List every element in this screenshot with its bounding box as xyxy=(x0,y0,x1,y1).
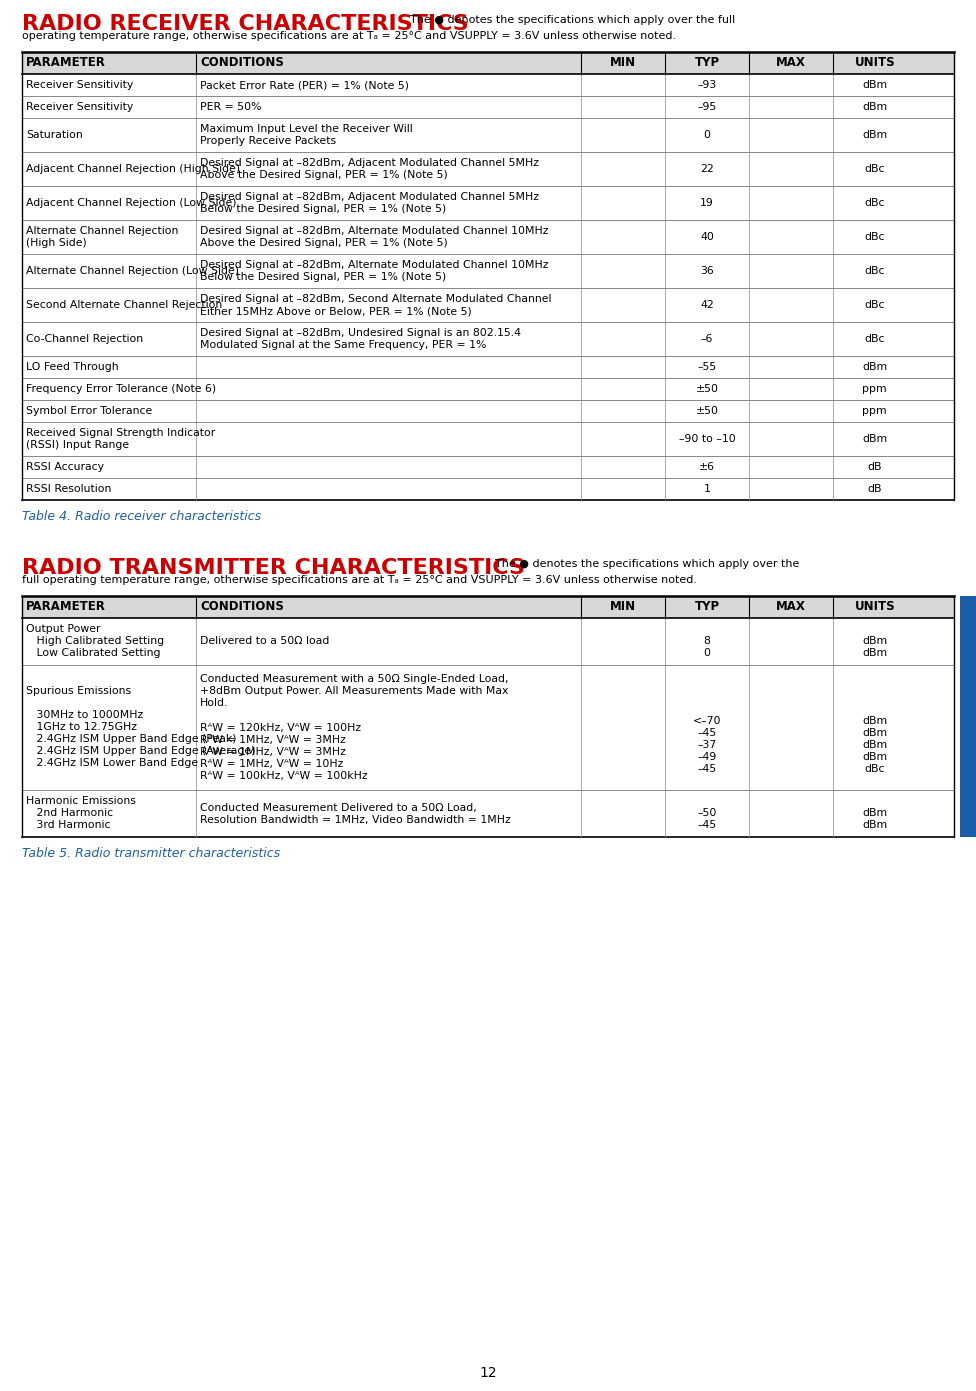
Text: Packet Error Rate (PER) = 1% (Note 5): Packet Error Rate (PER) = 1% (Note 5) xyxy=(200,81,409,90)
Text: 36: 36 xyxy=(700,266,713,275)
Text: Delivered to a 50Ω load: Delivered to a 50Ω load xyxy=(200,637,330,647)
Text: Saturation: Saturation xyxy=(26,129,83,140)
Text: <–70
–45
–37
–49
–45: <–70 –45 –37 –49 –45 xyxy=(693,680,721,775)
Bar xyxy=(22,595,954,618)
Text: operating temperature range, otherwise specifications are at Tₐ = 25°C and VSUPP: operating temperature range, otherwise s… xyxy=(22,31,676,40)
Text: The ● denotes the specifications which apply over the: The ● denotes the specifications which a… xyxy=(495,559,799,569)
Text: –6: –6 xyxy=(701,334,713,344)
Text: MAX: MAX xyxy=(776,601,806,613)
Text: MIN: MIN xyxy=(610,601,636,613)
Text: dBm: dBm xyxy=(862,102,887,113)
Text: ppm: ppm xyxy=(863,406,887,416)
Text: Conducted Measurement with a 50Ω Single-Ended Load,
+8dBm Output Power. All Meas: Conducted Measurement with a 50Ω Single-… xyxy=(200,675,508,780)
Text: full operating temperature range, otherwise specifications are at Tₐ = 25°C and : full operating temperature range, otherw… xyxy=(22,574,697,586)
Text: UNITS: UNITS xyxy=(854,57,895,70)
Text: MAX: MAX xyxy=(776,57,806,70)
Text: –50
–45: –50 –45 xyxy=(697,797,716,830)
Text: dB: dB xyxy=(868,484,882,494)
Text: 19: 19 xyxy=(700,198,713,209)
Text: Co-Channel Rejection: Co-Channel Rejection xyxy=(26,334,143,344)
Text: The ● denotes the specifications which apply over the full: The ● denotes the specifications which a… xyxy=(410,15,735,25)
Text: ±50: ±50 xyxy=(696,406,718,416)
Text: Symbol Error Tolerance: Symbol Error Tolerance xyxy=(26,406,152,416)
Text: dBc: dBc xyxy=(865,232,885,242)
Text: Adjacent Channel Rejection (Low Side): Adjacent Channel Rejection (Low Side) xyxy=(26,198,236,209)
Text: Desired Signal at –82dBm, Alternate Modulated Channel 10MHz
Below the Desired Si: Desired Signal at –82dBm, Alternate Modu… xyxy=(200,260,549,282)
Text: LO Feed Through: LO Feed Through xyxy=(26,362,119,371)
Text: PARAMETER: PARAMETER xyxy=(26,601,105,613)
Text: RSSI Accuracy: RSSI Accuracy xyxy=(26,462,104,472)
Text: CONDITIONS: CONDITIONS xyxy=(200,601,284,613)
Text: dBc: dBc xyxy=(865,198,885,209)
Text: ±6: ±6 xyxy=(699,462,715,472)
Text: Desired Signal at –82dBm, Adjacent Modulated Channel 5MHz
Below the Desired Sign: Desired Signal at –82dBm, Adjacent Modul… xyxy=(200,192,540,214)
Text: 22: 22 xyxy=(700,164,713,174)
Text: Second Alternate Channel Rejection: Second Alternate Channel Rejection xyxy=(26,300,223,310)
Text: Harmonic Emissions
   2nd Harmonic
   3rd Harmonic: Harmonic Emissions 2nd Harmonic 3rd Harm… xyxy=(26,797,136,830)
Text: 12: 12 xyxy=(479,1366,497,1380)
Text: dBc: dBc xyxy=(865,266,885,275)
Text: dBm
dBm: dBm dBm xyxy=(862,625,887,658)
Text: dBc: dBc xyxy=(865,164,885,174)
Text: –95: –95 xyxy=(698,102,716,113)
Text: Receiver Sensitivity: Receiver Sensitivity xyxy=(26,81,134,90)
Text: CONDITIONS: CONDITIONS xyxy=(200,57,284,70)
Text: dBm: dBm xyxy=(862,81,887,90)
Text: Maximum Input Level the Receiver Will
Properly Receive Packets: Maximum Input Level the Receiver Will Pr… xyxy=(200,124,413,146)
Text: Alternate Channel Rejection
(High Side): Alternate Channel Rejection (High Side) xyxy=(26,225,179,248)
Text: Desired Signal at –82dBm, Second Alternate Modulated Channel
Either 15MHz Above : Desired Signal at –82dBm, Second Alterna… xyxy=(200,294,551,316)
Text: PARAMETER: PARAMETER xyxy=(26,57,105,70)
Text: dBm
dBm: dBm dBm xyxy=(862,797,887,830)
Text: Desired Signal at –82dBm, Adjacent Modulated Channel 5MHz
Above the Desired Sign: Desired Signal at –82dBm, Adjacent Modul… xyxy=(200,159,540,179)
Text: dBc: dBc xyxy=(865,300,885,310)
Text: Table 4. Radio receiver characteristics: Table 4. Radio receiver characteristics xyxy=(22,510,262,523)
Text: Spurious Emissions

   30MHz to 1000MHz
   1GHz to 12.75GHz
   2.4GHz ISM Upper : Spurious Emissions 30MHz to 1000MHz 1GHz… xyxy=(26,687,256,768)
Text: TYP: TYP xyxy=(695,601,719,613)
Text: Output Power
   High Calibrated Setting
   Low Calibrated Setting: Output Power High Calibrated Setting Low… xyxy=(26,625,164,658)
Text: RADIO RECEIVER CHARACTERISTICS: RADIO RECEIVER CHARACTERISTICS xyxy=(22,14,468,33)
Text: Desired Signal at –82dBm, Alternate Modulated Channel 10MHz
Above the Desired Si: Desired Signal at –82dBm, Alternate Modu… xyxy=(200,225,549,248)
Text: Conducted Measurement Delivered to a 50Ω Load,
Resolution Bandwidth = 1MHz, Vide: Conducted Measurement Delivered to a 50Ω… xyxy=(200,803,511,825)
Bar xyxy=(960,595,976,837)
Text: RSSI Resolution: RSSI Resolution xyxy=(26,484,111,494)
Text: –55: –55 xyxy=(698,362,716,371)
Text: dBc: dBc xyxy=(865,334,885,344)
Text: 42: 42 xyxy=(700,300,713,310)
Text: dBm: dBm xyxy=(862,362,887,371)
Text: –90 to –10: –90 to –10 xyxy=(678,434,735,444)
Text: dBm: dBm xyxy=(862,434,887,444)
Text: Adjacent Channel Rejection (High Side): Adjacent Channel Rejection (High Side) xyxy=(26,164,240,174)
Text: –93: –93 xyxy=(698,81,716,90)
Text: TYP: TYP xyxy=(695,57,719,70)
Text: PER = 50%: PER = 50% xyxy=(200,102,262,113)
Text: 8
0: 8 0 xyxy=(704,625,711,658)
Text: Received Signal Strength Indicator
(RSSI) Input Range: Received Signal Strength Indicator (RSSI… xyxy=(26,428,216,451)
Text: MIN: MIN xyxy=(610,57,636,70)
Text: RADIO TRANSMITTER CHARACTERISTICS: RADIO TRANSMITTER CHARACTERISTICS xyxy=(22,558,525,579)
Text: ±50: ±50 xyxy=(696,384,718,394)
Text: dB: dB xyxy=(868,462,882,472)
Text: UNITS: UNITS xyxy=(854,601,895,613)
Bar xyxy=(22,51,954,74)
Text: 0: 0 xyxy=(704,129,711,140)
Text: Alternate Channel Rejection (Low Side): Alternate Channel Rejection (Low Side) xyxy=(26,266,239,275)
Text: ppm: ppm xyxy=(863,384,887,394)
Text: 1: 1 xyxy=(704,484,711,494)
Text: Table 5. Radio transmitter characteristics: Table 5. Radio transmitter characteristi… xyxy=(22,847,280,860)
Text: Receiver Sensitivity: Receiver Sensitivity xyxy=(26,102,134,113)
Text: dBm
dBm
dBm
dBm
dBc: dBm dBm dBm dBm dBc xyxy=(862,680,887,775)
Text: 40: 40 xyxy=(700,232,714,242)
Text: dBm: dBm xyxy=(862,129,887,140)
Text: Desired Signal at –82dBm, Undesired Signal is an 802.15.4
Modulated Signal at th: Desired Signal at –82dBm, Undesired Sign… xyxy=(200,328,521,351)
Text: Frequency Error Tolerance (Note 6): Frequency Error Tolerance (Note 6) xyxy=(26,384,216,394)
